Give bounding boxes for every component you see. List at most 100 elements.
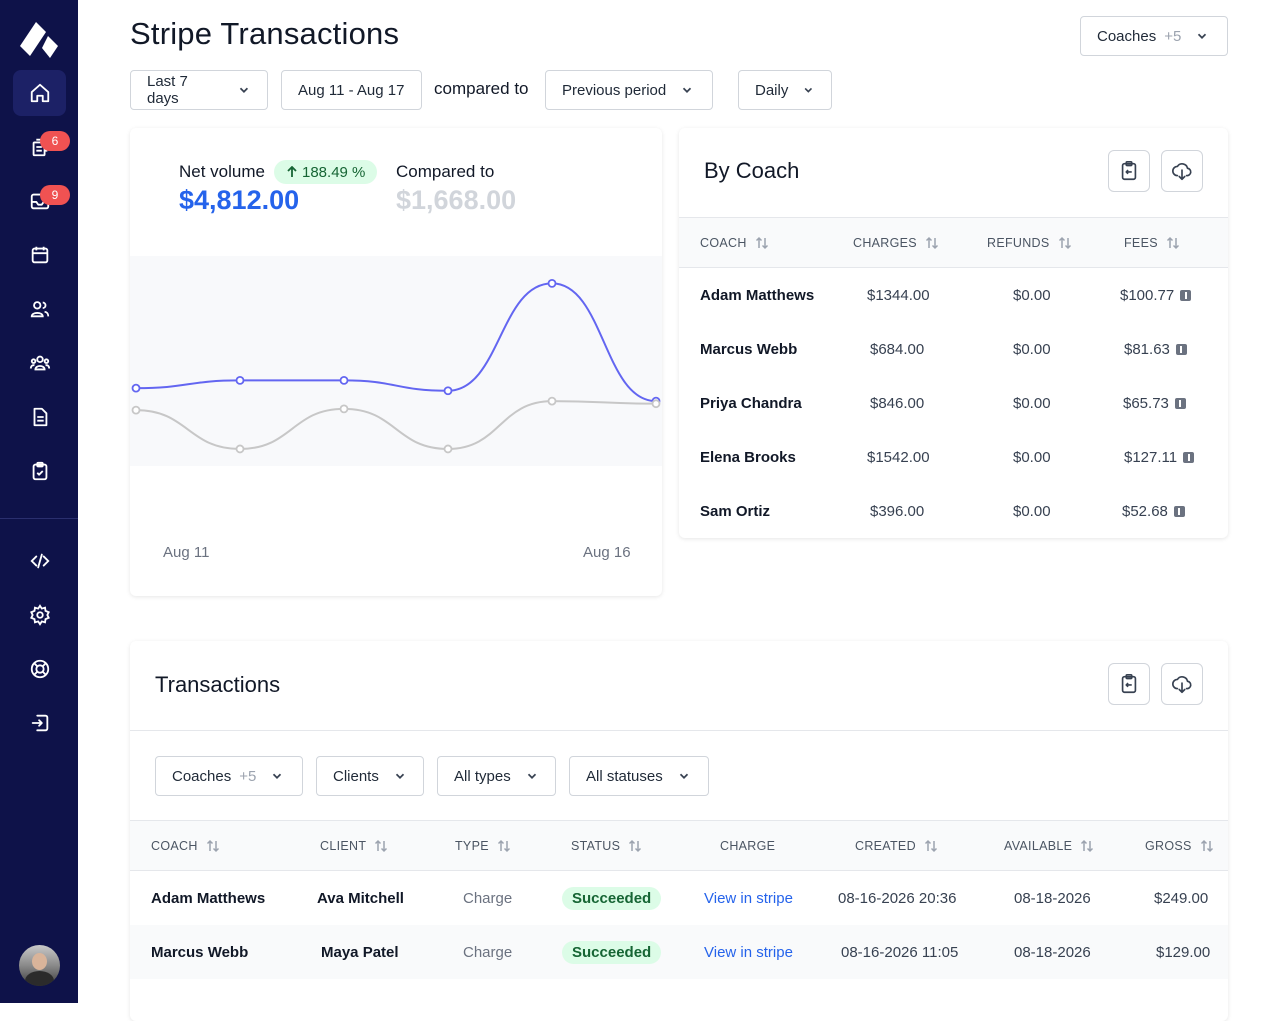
date-range-picker[interactable]: Aug 11 - Aug 17 xyxy=(281,70,422,110)
sidebar-item-calendar[interactable] xyxy=(13,232,66,278)
info-icon[interactable] xyxy=(1175,344,1187,355)
type-value: Charge xyxy=(463,890,513,907)
transactions-title: Transactions xyxy=(155,672,281,697)
column-header-fees[interactable]: FEES xyxy=(1124,236,1180,250)
column-header-refunds[interactable]: REFUNDS xyxy=(987,236,1072,250)
refunds-value: $0.00 xyxy=(1013,395,1051,412)
arrow-up-icon xyxy=(287,166,297,177)
sort-icon xyxy=(924,839,937,853)
coaches-filter-dropdown[interactable]: Coaches +5 xyxy=(155,756,303,796)
cloud-download-icon xyxy=(1172,675,1192,694)
clients-filter-dropdown[interactable]: Clients xyxy=(316,756,424,796)
fees-value: $127.11 xyxy=(1124,449,1178,466)
data-point-1-4[interactable] xyxy=(547,396,557,406)
fees-cell: $81.63 xyxy=(1124,341,1187,358)
view-in-stripe-link[interactable]: View in stripe xyxy=(704,944,793,961)
inbox-count-badge: 9 xyxy=(40,185,70,205)
chevron-down-icon xyxy=(527,773,536,779)
chart-plot-area xyxy=(130,256,662,466)
view-in-stripe-link[interactable]: View in stripe xyxy=(704,890,793,907)
column-header-status[interactable]: STATUS xyxy=(571,839,642,853)
data-point-0-4[interactable] xyxy=(547,278,557,288)
by-coach-card: By Coach COACH CHARGES REFUNDS FEES Adam… xyxy=(679,128,1228,538)
sort-icon xyxy=(1058,236,1071,250)
column-header-charge: CHARGE xyxy=(720,839,776,853)
gross-value: $129.00 xyxy=(1156,944,1211,961)
refunds-value: $0.00 xyxy=(1013,341,1051,358)
chevron-down-icon xyxy=(239,87,249,93)
column-header-available[interactable]: AVAILABLE xyxy=(1004,839,1094,853)
column-header-charges[interactable]: CHARGES xyxy=(853,236,939,250)
charges-value: $846.00 xyxy=(870,395,925,412)
coaches-filter-label: Coaches xyxy=(1097,27,1157,45)
clipboard-copy-icon xyxy=(1121,161,1137,181)
sidebar-item-tasks[interactable] xyxy=(13,448,66,494)
interval-dropdown[interactable]: Daily xyxy=(738,70,832,110)
sidebar-item-developer[interactable] xyxy=(13,538,66,584)
sidebar-item-support[interactable] xyxy=(13,646,66,692)
charges-value: $684.00 xyxy=(870,341,925,358)
coach-name: Elena Brooks xyxy=(700,449,796,466)
info-icon[interactable] xyxy=(1183,452,1195,463)
transactions-card: Transactions Coaches +5 Clients All type… xyxy=(130,641,1228,1021)
sort-icon xyxy=(206,839,219,853)
chevron-down-icon xyxy=(679,773,688,779)
copy-button[interactable] xyxy=(1108,150,1150,192)
type-filter-dropdown[interactable]: All types xyxy=(437,756,556,796)
sidebar-item-groups[interactable] xyxy=(13,340,66,386)
fees-value: $100.77 xyxy=(1120,287,1175,304)
app-logo[interactable] xyxy=(18,20,60,62)
sidebar-item-settings[interactable] xyxy=(13,592,66,638)
range-dropdown[interactable]: Last 7 days xyxy=(130,70,268,110)
sidebar-item-clients[interactable] xyxy=(13,286,66,332)
column-header-coach[interactable]: COACH xyxy=(700,236,769,250)
coaches-filter-dropdown[interactable]: Coaches +5 xyxy=(1080,16,1228,56)
data-point-0-3[interactable] xyxy=(443,386,453,396)
data-point-0-2[interactable] xyxy=(339,376,349,385)
user-avatar[interactable] xyxy=(19,945,60,986)
fees-cell: $100.77 xyxy=(1120,287,1192,304)
net-volume-chart xyxy=(130,256,662,466)
data-point-0-1[interactable] xyxy=(235,376,245,385)
users-icon xyxy=(30,301,49,318)
data-point-1-1[interactable] xyxy=(235,444,245,454)
fees-cell: $65.73 xyxy=(1123,395,1186,412)
column-header-created[interactable]: CREATED xyxy=(855,839,938,853)
status-badge: Succeeded xyxy=(562,941,662,964)
created-value: 08-16-2026 20:36 xyxy=(838,890,957,907)
page-title: Stripe Transactions xyxy=(130,16,400,51)
chevron-down-icon xyxy=(395,773,404,779)
charges-value: $1542.00 xyxy=(867,449,930,466)
column-header-coach[interactable]: COACH xyxy=(151,839,220,853)
refunds-value: $0.00 xyxy=(1013,287,1051,304)
info-icon[interactable] xyxy=(1180,290,1192,301)
net-volume-card: Net volume 188.49 % $4,812.00 Compared t… xyxy=(130,128,662,596)
data-point-1-3[interactable] xyxy=(443,444,453,454)
coach-name: Sam Ortiz xyxy=(700,503,771,520)
status-filter-dropdown[interactable]: All statuses xyxy=(569,756,709,796)
data-point-0-0[interactable] xyxy=(131,383,141,393)
info-icon[interactable] xyxy=(1173,506,1185,517)
transactions-table-header: COACH CLIENT TYPE STATUS CHARGE CREATED … xyxy=(130,820,1228,871)
column-header-client[interactable]: CLIENT xyxy=(320,839,388,853)
download-button[interactable] xyxy=(1161,150,1203,192)
compare-period-dropdown[interactable]: Previous period xyxy=(545,70,713,110)
data-point-1-2[interactable] xyxy=(339,404,349,414)
sort-icon xyxy=(1081,839,1094,853)
sidebar-item-logout[interactable] xyxy=(13,700,66,746)
coach-name: Adam Matthews xyxy=(151,890,266,907)
data-point-1-0[interactable] xyxy=(131,405,141,415)
download-button[interactable] xyxy=(1161,663,1203,705)
compared-to-label: compared to xyxy=(434,79,529,98)
sort-icon xyxy=(497,839,510,853)
data-point-1-5[interactable] xyxy=(651,399,661,409)
copy-button[interactable] xyxy=(1108,663,1150,705)
sidebar-item-files[interactable] xyxy=(13,394,66,440)
info-icon[interactable] xyxy=(1174,398,1186,409)
fees-value: $65.73 xyxy=(1123,395,1169,412)
column-header-type[interactable]: TYPE xyxy=(455,839,511,853)
gear-icon xyxy=(29,604,50,626)
column-header-gross[interactable]: GROSS xyxy=(1145,839,1214,853)
sidebar-item-home[interactable] xyxy=(13,70,66,116)
created-value: 08-16-2026 11:05 xyxy=(841,944,959,961)
